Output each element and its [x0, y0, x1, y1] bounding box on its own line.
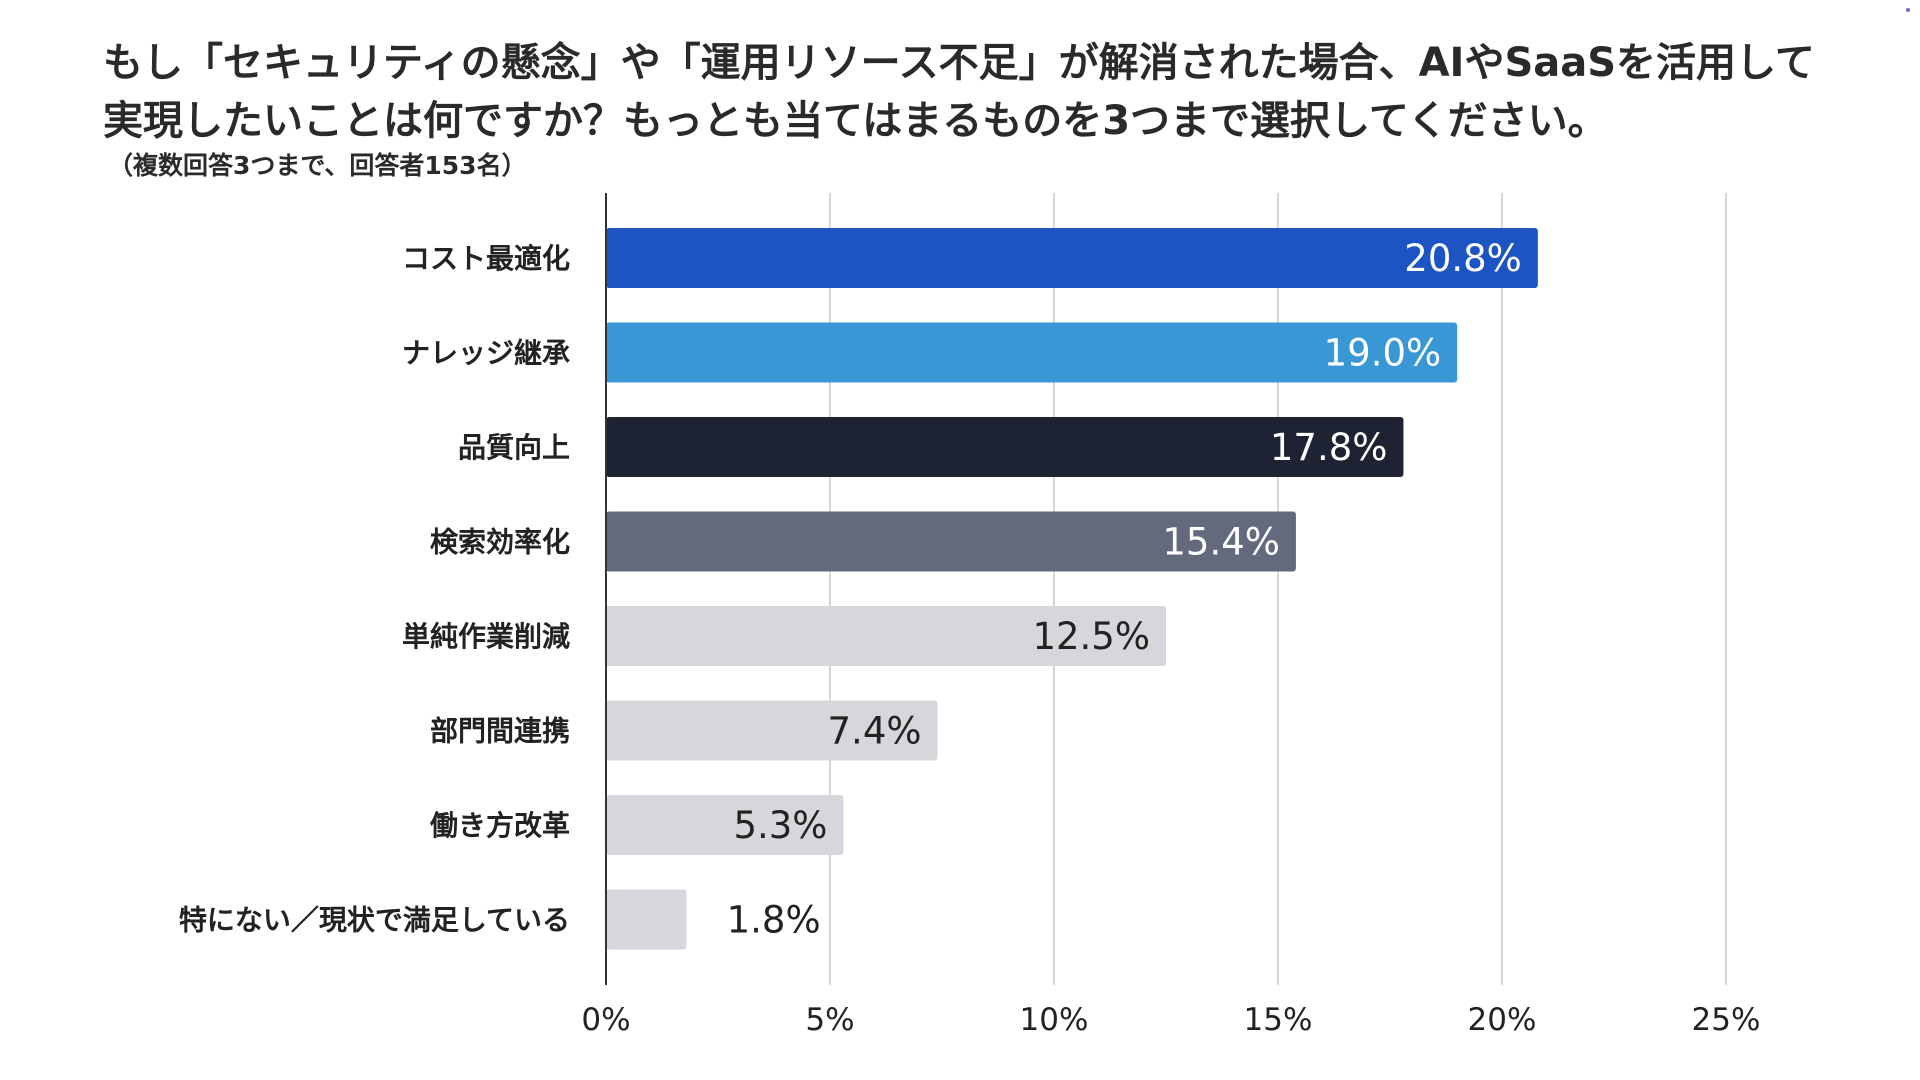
x-tick-label-0: 0% — [581, 1002, 630, 1038]
bar-1 — [606, 228, 1538, 288]
category-label-2: ナレッジ継承 — [402, 337, 570, 370]
category-label-1: コスト最適化 — [402, 242, 570, 275]
category-label-7: 働き方改革 — [429, 809, 570, 842]
x-tick-label-15: 15% — [1244, 1002, 1313, 1038]
bar-3 — [606, 417, 1404, 477]
value-label-8: 1.8% — [727, 899, 821, 942]
category-label-4: 検索効率化 — [430, 526, 570, 559]
value-label-3: 17.8% — [1270, 426, 1388, 469]
category-label-3: 品質向上 — [458, 431, 570, 464]
value-label-4: 15.4% — [1162, 521, 1280, 564]
x-tick-label-20: 20% — [1468, 1002, 1537, 1038]
value-label-1: 20.8% — [1404, 237, 1522, 280]
value-label-5: 12.5% — [1032, 615, 1150, 658]
value-label-2: 19.0% — [1324, 332, 1442, 375]
chart-title-line-1: もし「セキュリティの懸念」や「運用リソース不足」が解消された場合、AIやSaaS… — [103, 40, 1815, 86]
value-label-6: 7.4% — [828, 710, 922, 753]
bar-6 — [606, 700, 938, 761]
bar-2 — [606, 322, 1458, 383]
bar-7 — [606, 795, 844, 855]
bar-5 — [606, 606, 1166, 666]
bar-4 — [606, 511, 1296, 572]
x-tick-label-25: 25% — [1692, 1002, 1761, 1038]
category-label-5: 単純作業削減 — [402, 620, 570, 653]
x-tick-label-5: 5% — [805, 1002, 854, 1038]
chart-subtitle: （複数回答3つまで、回答者153名） — [108, 151, 527, 180]
chart-title: もし「セキュリティの懸念」や「運用リソース不足」が解消された場合、AIやSaaS… — [103, 34, 1823, 150]
bar-8 — [606, 889, 687, 950]
value-label-7: 5.3% — [733, 804, 827, 847]
x-tick-label-10: 10% — [1020, 1002, 1089, 1038]
corner-dot — [1906, 8, 1910, 12]
category-label-8: 特にない／現状で満足している — [179, 904, 570, 937]
chart-title-line-2: 実現したいことは何ですか？もっとも当てはまるものを3つまで選択してください。 — [103, 98, 1608, 144]
category-label-6: 部門間連携 — [430, 715, 570, 748]
